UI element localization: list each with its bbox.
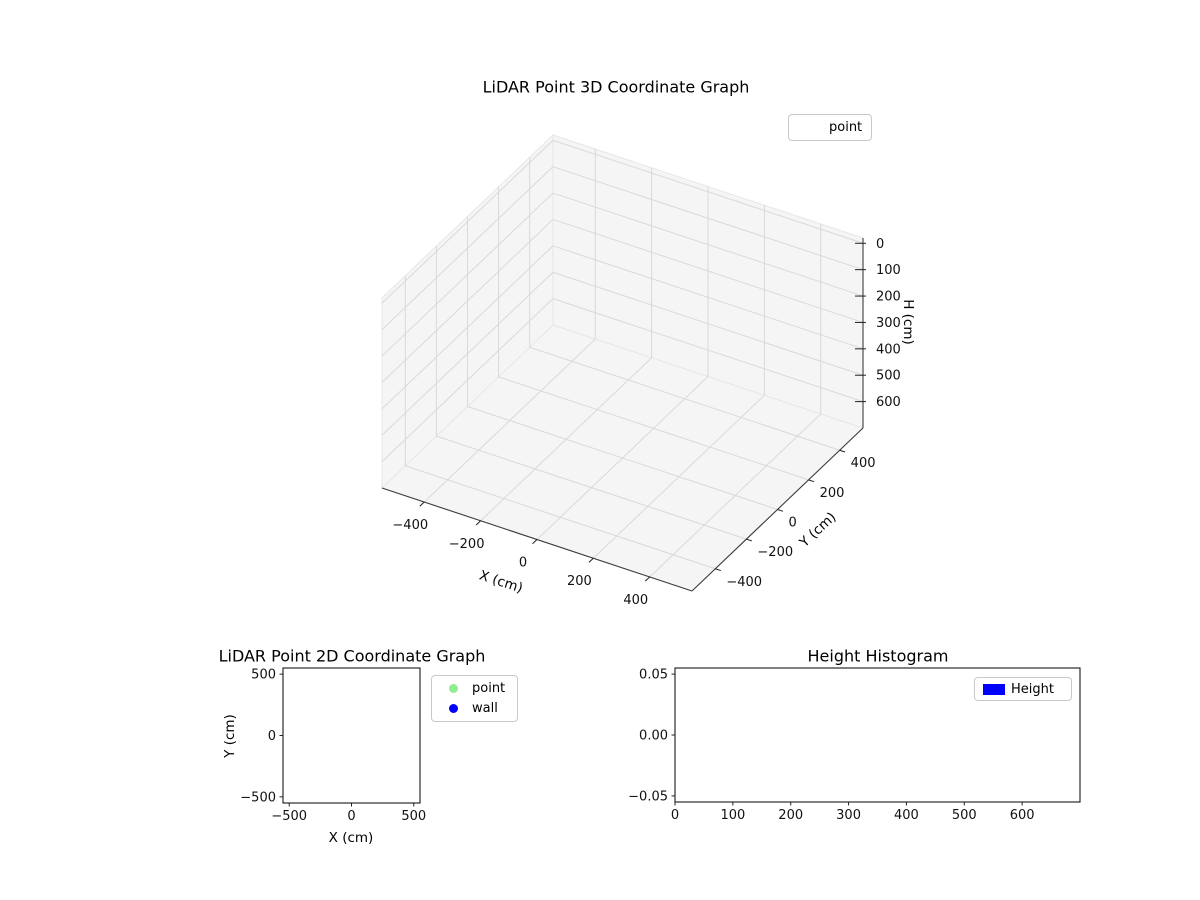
chart3d-zlabel: H (cm) [900,299,916,345]
x-tick-label: 100 [720,808,745,823]
left-wall-grid-line-z [381,166,554,331]
right-wall-grid-line-z [552,271,864,376]
floor-grid-line-y [467,406,778,510]
chart3d-title: LiDAR Point 3D Coordinate Graph [482,77,750,97]
x-tick-label: 200 [778,808,803,823]
x-tick-label: 0 [519,556,527,571]
x-tick-mark [475,520,481,526]
z-tick-label: 300 [876,316,901,331]
right-wall-grid-line-z [552,298,864,403]
histogram-title: Height Histogram [807,646,949,666]
y-tick-mark [746,538,753,542]
right-wall-grid-line-z [552,218,864,323]
legend-label: Height [1011,681,1054,697]
legend-label: point [472,681,506,696]
right-wall-grid-line-z [552,139,864,244]
floor-grid-line-y [529,346,840,451]
lidar_2d-axes-box [282,667,421,804]
wall-marker-icon [448,704,458,713]
x-tick-mark [644,576,651,582]
x-tick-label: 600 [1010,808,1035,823]
x-tick-label: −400 [392,518,428,533]
x-tick-mark [532,539,538,545]
y-tick-label: 0.05 [639,668,668,683]
wall-marker-handle [440,704,466,713]
legend-entry-point: point [797,119,863,136]
y-tick-label: 400 [851,456,876,471]
chart2d-legend: point wall [431,675,518,722]
chart2d-xlabel: X (cm) [328,830,374,846]
right-wall-grid-line-z [552,166,864,271]
x-tick-label: 0 [671,808,679,823]
y-tick-mark [808,479,815,483]
y-tick-label: −200 [757,545,793,560]
z-tick-label: 200 [876,290,901,305]
left-wall-grid-line-z [381,245,554,410]
x-tick-label: 500 [401,809,426,824]
x-tick-label: 400 [894,808,919,823]
x-tick-mark [419,501,425,507]
y-tick-label: −500 [240,790,276,805]
floor-grid-line-y [436,435,747,540]
legend-label: point [829,120,863,135]
left-wall-grid-line-z [381,271,554,436]
y-tick-label: −400 [726,575,762,590]
legend-entry-height: Height [983,682,1063,697]
legend-entry-point: point [440,680,509,697]
legend-label: wall [472,701,498,716]
legend-entry-wall: wall [440,700,509,717]
x-tick-label: 400 [623,593,648,608]
floor-grid-line-y [498,376,809,481]
histogram-legend: Height [974,677,1072,701]
point-marker-icon [448,684,458,693]
y-tick-mark [777,509,784,512]
left-wall-grid-line-z [381,298,554,462]
x-tick-mark [588,557,594,563]
y-tick-mark [715,568,721,572]
left-wall-grid-line-z [381,139,554,304]
z-tick-label: 600 [876,395,901,410]
y-tick-label: −0.05 [628,789,668,804]
y-tick-label: 500 [251,668,276,683]
z-tick-label: 500 [876,369,901,384]
left-wall-grid-line-z [381,219,554,383]
x-tick-label: 500 [952,808,977,823]
chart2d-title: LiDAR Point 2D Coordinate Graph [218,646,486,666]
left-wall-grid-line-z [381,192,554,357]
y-tick-mark [839,449,846,453]
floor-grid-line-y [405,465,716,570]
height-bar-marker-icon [983,683,1005,695]
z-tick-label: 100 [876,263,901,278]
x-tick-label: −500 [271,809,307,824]
chart2d-ylabel: Y (cm) [222,714,238,758]
z-tick-label: 400 [876,342,901,357]
point-marker-handle [440,684,466,693]
right-wall-grid-line-z [552,192,864,297]
right-wall-grid-line-z [552,245,864,350]
y-tick-label: 0.00 [639,729,668,744]
y-tick-label: 0 [268,729,276,744]
y-tick-label: 0 [789,516,797,531]
y-tick-label: 200 [820,486,845,501]
z-tick-label: 0 [876,237,884,252]
x-tick-label: 300 [836,808,861,823]
x-tick-label: 0 [347,809,355,824]
chart3d-legend: point [788,114,872,141]
x-tick-label: 200 [567,574,592,589]
x-tick-label: −200 [449,537,485,552]
